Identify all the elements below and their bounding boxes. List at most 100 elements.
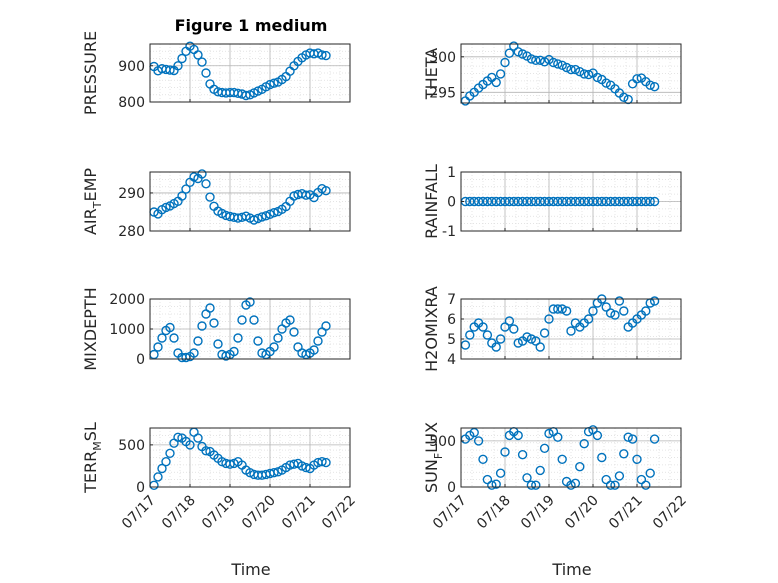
data-point xyxy=(619,306,629,316)
y-tick-label: 0 xyxy=(136,480,145,496)
x-tick-label: 07/19 xyxy=(199,493,239,533)
data-point xyxy=(548,304,559,314)
data-point xyxy=(575,196,585,207)
y-tick-label: 0 xyxy=(447,480,456,496)
data-point xyxy=(539,196,550,207)
data-point xyxy=(197,321,207,331)
data-point xyxy=(601,196,611,207)
data-point xyxy=(177,53,187,64)
data-point xyxy=(526,480,537,490)
data-point xyxy=(614,471,625,481)
data-point xyxy=(645,468,655,478)
data-point xyxy=(610,310,620,320)
data-point xyxy=(579,439,589,449)
axes-box xyxy=(149,427,351,488)
x-tick-label: 07/22 xyxy=(650,493,690,533)
data-point xyxy=(465,196,475,207)
data-point xyxy=(632,196,642,207)
data-point xyxy=(583,69,594,80)
data-point xyxy=(201,68,211,78)
data-point xyxy=(619,92,629,103)
data-point xyxy=(601,302,611,312)
data-point xyxy=(619,449,629,459)
data-point xyxy=(189,348,199,358)
data-point xyxy=(597,452,607,463)
data-point xyxy=(504,316,515,326)
y-axis-label: PRESSURE xyxy=(81,31,100,115)
y-axis-label: SUNFLUX xyxy=(422,422,445,493)
data-point xyxy=(201,446,211,456)
data-point xyxy=(627,196,638,207)
data-point xyxy=(169,333,179,343)
data-point xyxy=(193,336,203,346)
data-point xyxy=(201,179,211,189)
data-point xyxy=(570,64,581,75)
data-point xyxy=(544,196,554,207)
data-point xyxy=(233,333,243,343)
y-axis-label: RAINFALL xyxy=(422,164,441,239)
data-point xyxy=(465,330,475,340)
data-point xyxy=(553,196,563,207)
data-point xyxy=(553,432,563,442)
data-point xyxy=(531,336,541,346)
data-point xyxy=(531,55,541,65)
y-tick-label: 2000 xyxy=(109,292,145,308)
data-point xyxy=(301,462,311,473)
data-point xyxy=(579,69,589,79)
data-point xyxy=(487,196,497,207)
data-point xyxy=(321,50,331,61)
data-point xyxy=(522,332,532,342)
data-point xyxy=(157,333,167,343)
x-tick-label: 07/21 xyxy=(606,493,646,533)
axes-box xyxy=(149,43,351,103)
data-point xyxy=(309,345,319,355)
axes-box xyxy=(460,427,682,488)
axes-box xyxy=(460,43,682,104)
data-point xyxy=(557,196,567,207)
y-tick-label: 4 xyxy=(447,352,456,368)
y-tick-label: 280 xyxy=(118,224,145,240)
data-point xyxy=(495,69,506,79)
data-point xyxy=(566,64,576,75)
data-point xyxy=(535,465,545,476)
data-point xyxy=(641,480,651,490)
data-point xyxy=(491,479,501,489)
data-point xyxy=(553,59,563,69)
data-point xyxy=(614,196,625,207)
y-tick-label: 7 xyxy=(447,292,456,308)
data-point xyxy=(253,213,263,224)
data-point xyxy=(197,169,207,179)
data-point xyxy=(205,192,215,202)
data-point xyxy=(566,196,576,207)
y-tick-label: 6 xyxy=(447,312,456,328)
data-point xyxy=(317,457,327,467)
figure-title: Figure 1 medium xyxy=(175,16,328,35)
data-point xyxy=(509,196,519,207)
data-point xyxy=(487,480,497,490)
data-point xyxy=(605,308,616,318)
data-point xyxy=(317,50,327,60)
data-point xyxy=(249,315,259,325)
data-point xyxy=(539,57,550,67)
data-point xyxy=(544,314,554,324)
data-point xyxy=(273,333,283,343)
data-point xyxy=(500,196,510,207)
data-point xyxy=(535,55,545,65)
data-point xyxy=(321,321,331,331)
data-point xyxy=(269,468,279,478)
data-point xyxy=(517,196,528,207)
data-point xyxy=(205,303,215,313)
data-point xyxy=(575,66,585,77)
data-point xyxy=(181,184,191,194)
data-point xyxy=(225,459,235,469)
y-tick-label: 0 xyxy=(136,352,145,368)
x-tick-label: 07/20 xyxy=(562,493,602,533)
data-point xyxy=(495,334,506,344)
axes-box xyxy=(149,171,351,232)
data-point xyxy=(641,196,651,207)
subplot-air_temp: 280 290 AIRTEMP xyxy=(81,168,351,240)
data-point xyxy=(522,473,532,483)
data-point xyxy=(173,61,183,71)
data-point xyxy=(241,90,251,101)
